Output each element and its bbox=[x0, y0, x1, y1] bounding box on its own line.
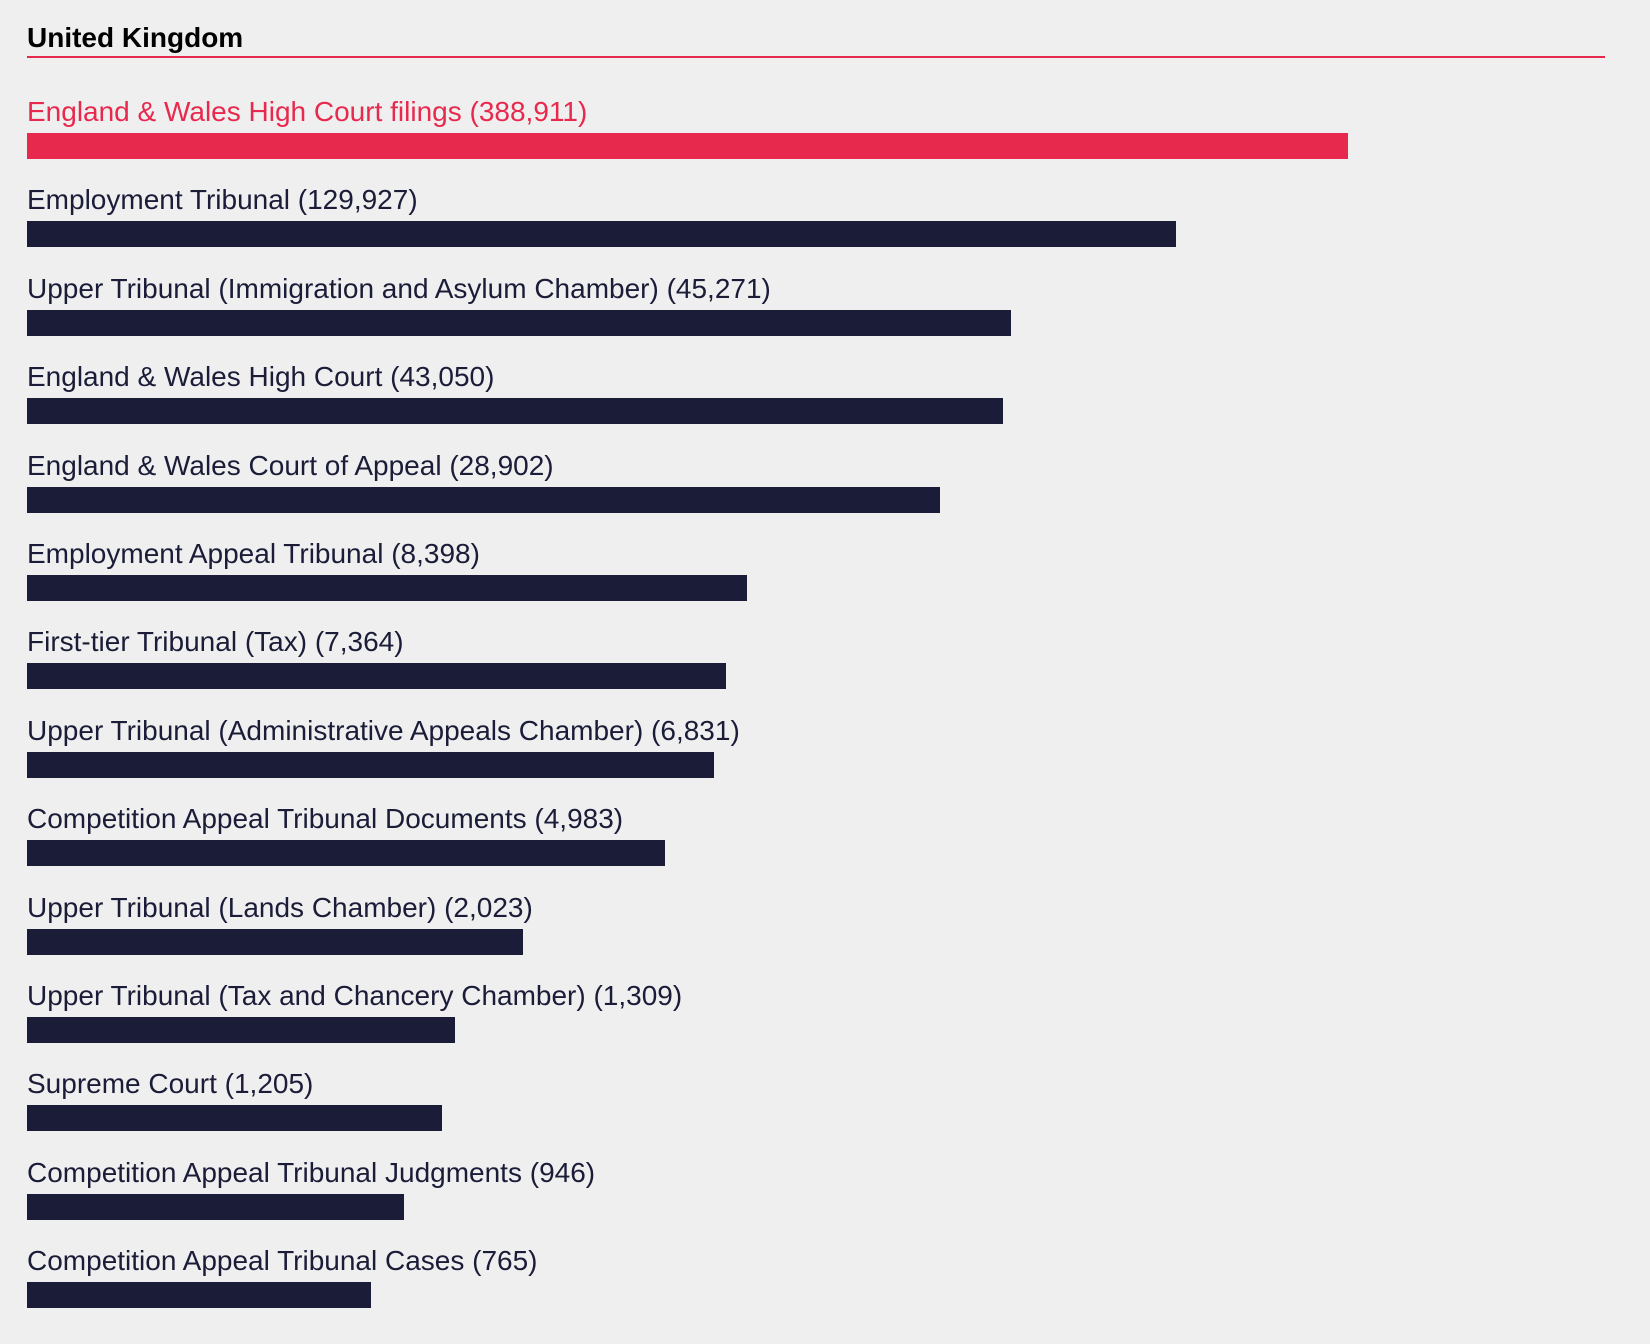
bar-label[interactable]: England & Wales Court of Appeal (28,902) bbox=[27, 449, 554, 481]
section-title: United Kingdom bbox=[27, 22, 244, 53]
bar-row[interactable]: Employment Tribunal (129,927) bbox=[27, 176, 1605, 264]
bar bbox=[27, 1105, 442, 1132]
bar-row[interactable]: Competition Appeal Tribunal Documents (4… bbox=[27, 795, 1605, 883]
bar-row[interactable]: Upper Tribunal (Immigration and Asylum C… bbox=[27, 265, 1605, 353]
bar bbox=[27, 574, 747, 601]
bar-row[interactable]: Upper Tribunal (Lands Chamber) (2,023) bbox=[27, 884, 1605, 972]
bar-row[interactable]: Upper Tribunal (Tax and Chancery Chamber… bbox=[27, 972, 1605, 1060]
bar bbox=[27, 1193, 404, 1220]
bar-label[interactable]: Competition Appeal Tribunal Judgments (9… bbox=[27, 1156, 596, 1188]
bar-label[interactable]: Upper Tribunal (Tax and Chancery Chamber… bbox=[27, 979, 683, 1011]
bar bbox=[27, 486, 940, 513]
bar-label[interactable]: Competition Appeal Tribunal Cases (765) bbox=[27, 1245, 538, 1277]
bar bbox=[27, 133, 1348, 159]
bar-label[interactable]: Supreme Court (1,205) bbox=[27, 1068, 314, 1100]
bar-row[interactable]: Supreme Court (1,205) bbox=[27, 1060, 1605, 1148]
bar bbox=[27, 1282, 371, 1309]
bar bbox=[27, 751, 714, 778]
bar-row[interactable]: Upper Tribunal (Administrative Appeals C… bbox=[27, 707, 1605, 795]
bar bbox=[27, 928, 523, 955]
bar-row[interactable]: England & Wales High Court (43,050) bbox=[27, 353, 1605, 441]
bar bbox=[27, 309, 1011, 336]
title-rule bbox=[27, 56, 1605, 58]
bar-row[interactable]: Competition Appeal Tribunal Cases (765) bbox=[27, 1237, 1605, 1325]
bar-row[interactable]: Employment Appeal Tribunal (8,398) bbox=[27, 530, 1605, 618]
bar bbox=[27, 840, 665, 867]
bar-label[interactable]: Upper Tribunal (Administrative Appeals C… bbox=[27, 714, 740, 746]
bar bbox=[27, 1016, 455, 1043]
bar-label[interactable]: Employment Appeal Tribunal (8,398) bbox=[27, 537, 480, 569]
bar bbox=[27, 221, 1176, 248]
bar bbox=[27, 398, 1003, 425]
bar-row[interactable]: England & Wales High Court filings (388,… bbox=[27, 88, 1605, 176]
bar-list: England & Wales High Court filings (388,… bbox=[27, 88, 1605, 1325]
bar-label[interactable]: England & Wales High Court filings (388,… bbox=[27, 96, 588, 127]
bar bbox=[27, 663, 726, 690]
bar-row[interactable]: First-tier Tribunal (Tax) (7,364) bbox=[27, 618, 1605, 706]
bar-label[interactable]: Competition Appeal Tribunal Documents (4… bbox=[27, 803, 624, 835]
bar-label[interactable]: First-tier Tribunal (Tax) (7,364) bbox=[27, 626, 404, 658]
bar-label[interactable]: Upper Tribunal (Immigration and Asylum C… bbox=[27, 272, 771, 304]
bar-label[interactable]: England & Wales High Court (43,050) bbox=[27, 361, 495, 393]
bar-row[interactable]: England & Wales Court of Appeal (28,902) bbox=[27, 442, 1605, 530]
bar-row[interactable]: Competition Appeal Tribunal Judgments (9… bbox=[27, 1149, 1605, 1237]
bar-label[interactable]: Employment Tribunal (129,927) bbox=[27, 184, 418, 216]
bar-label[interactable]: Upper Tribunal (Lands Chamber) (2,023) bbox=[27, 891, 533, 923]
